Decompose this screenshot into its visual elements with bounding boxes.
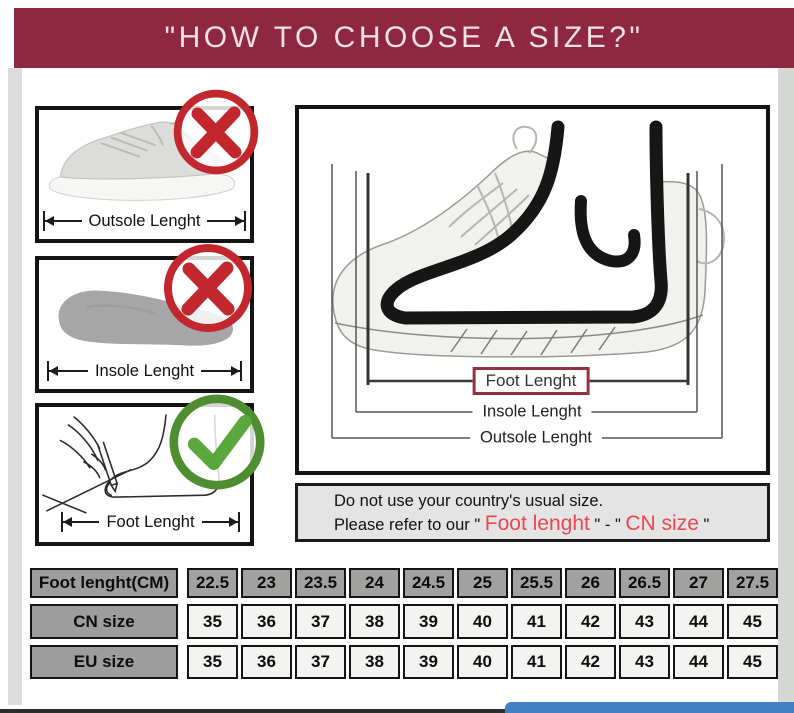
size-value-cell: 25.5	[511, 568, 562, 598]
foot-length-label: Foot Lenght	[106, 512, 195, 531]
wrong-x-icon	[164, 244, 252, 332]
insole-panel: Insole Lenght	[35, 256, 254, 393]
size-value-cell: 41	[511, 604, 562, 639]
table-row: EU size 35 36 37 38 39 40 41 42 43 44 45	[30, 645, 778, 679]
size-value-cell: 41	[511, 645, 562, 679]
size-value-cell: 36	[241, 645, 292, 679]
size-value-cell: 44	[673, 645, 724, 679]
row-label-cell: EU size	[30, 645, 178, 679]
note-foot-length-highlight: Foot lenght	[484, 512, 590, 535]
size-value-cell: 26	[565, 568, 616, 598]
outsole-length-label: Outsole Lenght	[88, 211, 201, 230]
size-value-cell: 44	[673, 604, 724, 639]
size-table: Foot lenght(CM) 22.5 23 23.5 24 24.5 25 25.5 26 2…	[30, 568, 778, 685]
size-value-cell: 27.5	[727, 568, 778, 598]
size-value-cell: 45	[727, 604, 778, 639]
bottom-edge-bar	[0, 709, 794, 713]
correct-check-icon	[169, 394, 265, 490]
size-value-cell: 25	[457, 568, 508, 598]
size-value-cell: 36	[241, 604, 292, 639]
diagram-outsole-length-label: Outsole Lenght	[470, 428, 602, 448]
size-value-cell: 38	[349, 645, 400, 679]
size-value-cell: 43	[619, 645, 670, 679]
diagram-foot-length-label: Foot Lenght	[472, 367, 590, 395]
insole-length-measure: Insole Lenght	[47, 361, 242, 381]
size-value-cell: 45	[727, 645, 778, 679]
size-value-cell: 35	[187, 645, 238, 679]
size-value-cell: 39	[403, 604, 454, 639]
outsole-length-measure: Outsole Lenght	[43, 211, 247, 231]
size-value-cell: 37	[295, 604, 346, 639]
banner: "HOW TO CHOOSE A SIZE?"	[14, 8, 794, 68]
size-value-cell: 35	[187, 604, 238, 639]
insole-length-label: Insole Lenght	[94, 361, 195, 380]
size-value-cell: 42	[565, 645, 616, 679]
size-value-cell: 37	[295, 645, 346, 679]
insole-illustration	[58, 290, 234, 346]
size-value-cell: 40	[457, 604, 508, 639]
size-value-cell: 22.5	[187, 568, 238, 598]
row-label-cell: Foot lenght(CM)	[30, 568, 178, 598]
note-line2: Please refer to our " Foot lenght " - " …	[334, 512, 710, 535]
page-title: "HOW TO CHOOSE A SIZE?"	[164, 21, 644, 54]
size-value-cell: 39	[403, 645, 454, 679]
measurement-diagram: Foot Lenght Insole Lenght Outsole Lenght	[295, 105, 770, 475]
table-row: CN size 35 36 37 38 39 40 41 42 43 44 45	[30, 604, 778, 639]
diagram-insole-length-label: Insole Lenght	[472, 402, 592, 422]
size-value-cell: 24.5	[403, 568, 454, 598]
size-value-cell: 42	[565, 604, 616, 639]
horizontal-scrollbar-thumb[interactable]	[505, 702, 794, 713]
size-value-cell: 38	[349, 604, 400, 639]
row-label-cell: CN size	[30, 604, 178, 639]
note-cn-size-highlight: CN size	[625, 512, 699, 535]
size-value-cell: 23.5	[295, 568, 346, 598]
size-value-cell: 24	[349, 568, 400, 598]
size-value-cell: 23	[241, 568, 292, 598]
note-line1: Do not use your country's usual size.	[334, 492, 604, 510]
foot-length-measure: Foot Lenght	[61, 512, 241, 532]
size-value-cell: 40	[457, 645, 508, 679]
wrong-x-icon	[173, 89, 259, 175]
note-box: Do not use your country's usual size. Pl…	[295, 483, 770, 542]
page-gutter-left	[8, 68, 22, 705]
foot-in-shoe-illustration	[331, 120, 725, 439]
size-value-cell: 27	[673, 568, 724, 598]
size-value-cell: 43	[619, 604, 670, 639]
page-gutter-right	[778, 68, 794, 705]
size-value-cell: 26.5	[619, 568, 670, 598]
table-row: Foot lenght(CM) 22.5 23 23.5 24 24.5 25 25.5 26 2…	[30, 568, 778, 598]
